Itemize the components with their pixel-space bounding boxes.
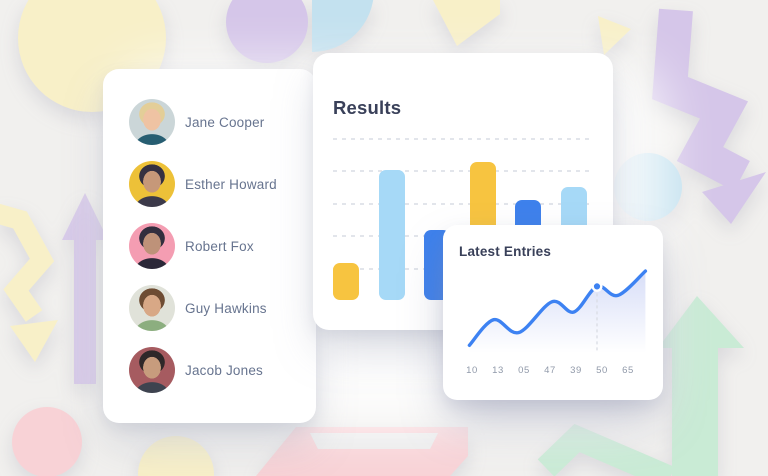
list-item-person[interactable]: Esther Howard [129,161,316,207]
list-item-person[interactable]: Guy Hawkins [129,285,316,331]
person-name: Jane Cooper [185,114,265,130]
decor-circle-yellow-bottom [138,436,214,476]
decor-up-arrow-purple-left [62,193,108,384]
x-tick-label: 50 [596,365,608,376]
x-tick-label: 47 [544,365,556,376]
x-axis: 10 13 05 47 39 50 65 [443,365,663,381]
x-tick-label: 39 [570,365,582,376]
decor-pie-wedge-blue [312,0,374,52]
decor-frame-pink-bottom [256,427,468,476]
decor-triangle-yellow-top [598,16,631,55]
person-name: Robert Fox [185,238,254,254]
results-card-title: Results [333,97,402,118]
marker-point[interactable] [591,280,603,292]
gridline [333,138,593,140]
decor-circle-pink-bottomleft [12,407,82,476]
x-tick-label: 13 [492,365,504,376]
avatar [129,285,175,331]
line-chart-line [467,269,648,347]
person-name: Jacob Jones [185,362,263,378]
avatar [129,161,175,207]
decor-zigzag-arrow-purple [652,8,766,224]
list-item-person[interactable]: Robert Fox [129,223,316,269]
line-chart [467,269,648,353]
gridline [333,203,593,205]
avatar [129,99,175,145]
person-name: Guy Hawkins [185,300,267,316]
bar [378,170,405,300]
entries-card-title: Latest Entries [459,244,552,259]
line-chart-area [469,271,646,353]
person-name: Esther Howard [185,176,277,192]
decor-frame-pink-inner [310,433,438,449]
decor-pie-circle-purple [226,0,308,63]
list-item-person[interactable]: Jacob Jones [129,347,316,393]
people-list-card: Jane Cooper Esther Howard Robert Fox Guy… [103,69,316,423]
decor-check-green-bottom [537,423,675,476]
decor-fold-yellow-top [433,0,500,46]
x-tick-label: 05 [518,365,530,376]
bar [333,263,359,300]
x-tick-label: 10 [466,365,478,376]
gridline [333,170,593,172]
latest-entries-card: Latest Entries 10 13 05 47 39 50 65 [443,225,663,400]
decor-zigzag-arrow-yellow-left [0,203,58,362]
decor-up-arrow-green-right [658,296,744,476]
avatar [129,223,175,269]
avatar [129,347,175,393]
x-tick-label: 65 [622,365,634,376]
list-item-person[interactable]: Jane Cooper [129,99,316,145]
